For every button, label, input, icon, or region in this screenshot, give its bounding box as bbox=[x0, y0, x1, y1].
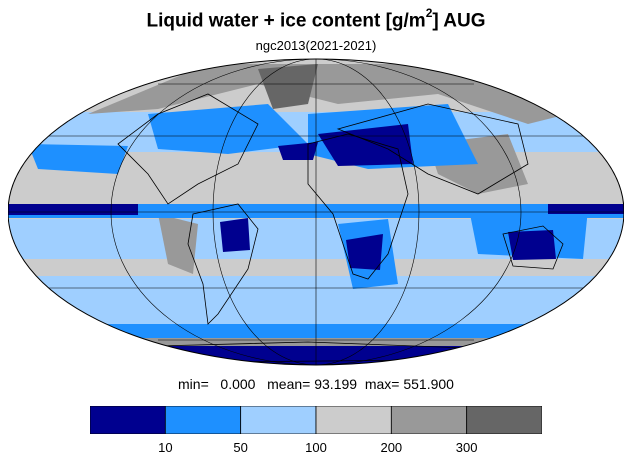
southam-dark bbox=[220, 218, 250, 252]
legend-swatch bbox=[390, 406, 468, 434]
legend-swatch bbox=[315, 406, 392, 434]
band-dark-equator-east bbox=[548, 204, 624, 214]
plot-title: Liquid water + ice content [g/m2] AUG bbox=[146, 6, 486, 32]
legend-ticks: 10 50 100 200 300 bbox=[90, 440, 542, 458]
legend-tick-label: 300 bbox=[455, 440, 478, 455]
arctic-gray bbox=[88, 64, 568, 124]
southafrica-dark bbox=[346, 234, 383, 270]
legend-swatch bbox=[466, 406, 542, 434]
map-outline bbox=[8, 58, 624, 366]
legend-swatch bbox=[240, 406, 317, 434]
legend-tick-label: 50 bbox=[233, 440, 248, 455]
color-legend bbox=[90, 406, 542, 434]
pacific-mid bbox=[28, 144, 128, 174]
legend-tick-label: 100 bbox=[305, 440, 327, 455]
world-map bbox=[8, 58, 624, 366]
graticule bbox=[8, 59, 624, 365]
plot-subtitle: ngc2013(2021-2021) bbox=[255, 38, 377, 53]
australia-dark bbox=[508, 230, 556, 260]
legend-swatch bbox=[164, 406, 242, 434]
stats-line: min= 0.000 mean= 93.199 max= 551.900 bbox=[178, 376, 454, 392]
antarctica-dark bbox=[138, 346, 498, 365]
legend-tick-label: 200 bbox=[380, 440, 403, 455]
legend-swatch bbox=[90, 406, 166, 434]
north-atlantic-mid bbox=[148, 104, 308, 154]
sahara-dark bbox=[318, 124, 413, 166]
southam-gray bbox=[158, 214, 198, 274]
legend-tick-label: 10 bbox=[158, 440, 173, 455]
band-dark-equator bbox=[8, 204, 138, 215]
greenland-dark bbox=[258, 64, 318, 109]
